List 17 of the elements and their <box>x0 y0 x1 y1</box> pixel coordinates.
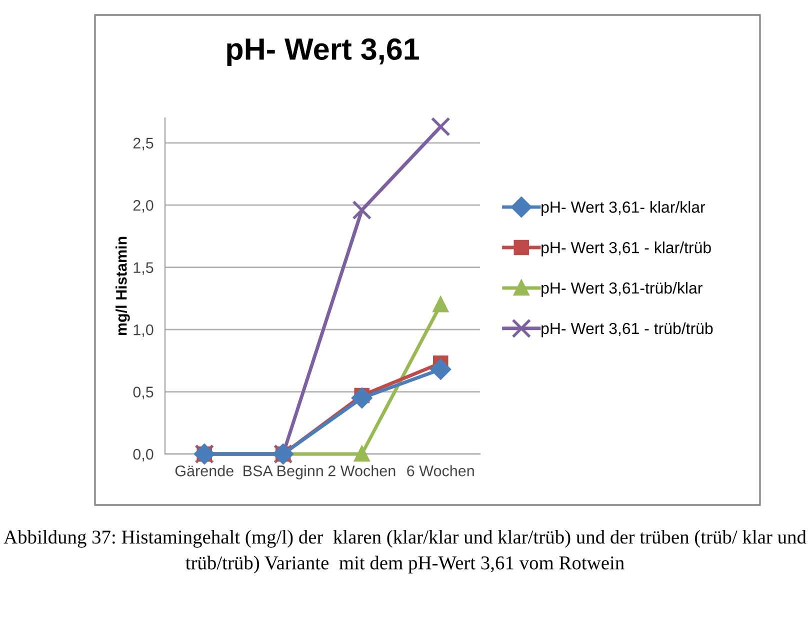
x-tick-label: BSA Beginn <box>244 465 323 480</box>
legend-label: pH- Wert 3,61 - trüb/trüb <box>542 322 713 338</box>
y-tick-label: 2,5 <box>133 138 154 150</box>
chart-title: pH- Wert 3,61 <box>227 38 420 66</box>
x-tick-label: 2 Wochen <box>328 465 396 476</box>
text: Abbildung 37: Histamingehalt (mg/l) der klaren (klar/klar und klar/trüb) und der trüben (trüb/ klar und trüb/trüb) Variante mit dem pH-Wert 3,61 vom Rotwein <box>4 530 806 574</box>
y-tick-label: 0,0 <box>133 448 154 462</box>
y-axis-title: mg/l Histamin <box>116 236 130 336</box>
y-tick-label: 1,5 <box>134 262 154 275</box>
legend-label: pH- Wert 3,61-trüb/klar <box>542 282 702 297</box>
legend-label: pH- Wert 3,61 - klar/trüb <box>542 242 711 256</box>
x-tick-label: Gärende <box>175 465 234 476</box>
y-tick-label: 0,5 <box>133 386 154 400</box>
y-tick-label: 1,0 <box>134 324 154 338</box>
y-tick-label: 2,0 <box>133 200 154 213</box>
legend-label: pH- Wert 3,61- klar/klar <box>542 201 706 216</box>
x-tick-label: 6 Wochen <box>407 465 474 476</box>
